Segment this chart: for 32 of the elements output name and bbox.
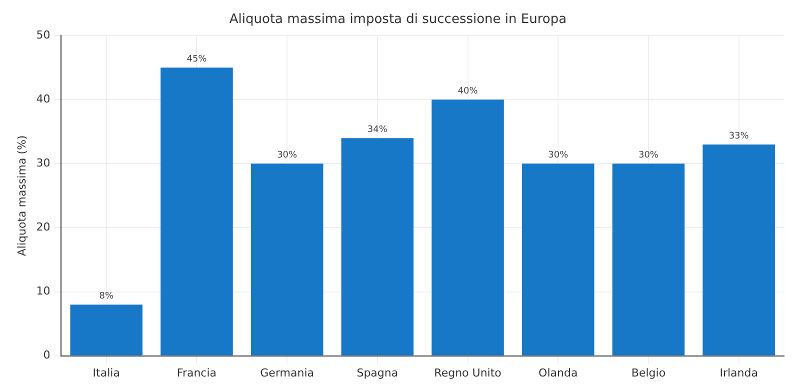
bar: [160, 68, 233, 356]
y-tick-label: 0: [43, 348, 50, 362]
data-label: 30%: [277, 150, 298, 161]
bar: [522, 164, 594, 356]
x-tick-label: Spagna: [356, 366, 398, 380]
y-tick-label: 50: [36, 28, 50, 42]
data-label: 30%: [548, 150, 569, 161]
chart-title: Aliquota massima imposta di successione in Europa: [229, 12, 567, 28]
data-label: 45%: [186, 54, 208, 64]
bar: [250, 164, 324, 356]
data-label: 33%: [728, 131, 750, 142]
data-label: 34%: [367, 124, 388, 135]
x-tick-label: Regno Unito: [434, 366, 502, 380]
y-tick-label: 30: [36, 156, 50, 170]
x-tick-label: Francia: [176, 366, 217, 380]
bar: [612, 164, 685, 356]
y-tick-label: 20: [36, 220, 50, 234]
bar: [341, 138, 414, 356]
y-tick-label: 40: [36, 92, 50, 106]
x-tick-label: Italia: [92, 366, 120, 380]
bar: [432, 100, 504, 356]
x-tick-label: Olanda: [538, 366, 578, 380]
data-label: 8%: [99, 291, 114, 302]
y-axis-title: Aliquota massima (%): [15, 135, 28, 256]
bar: [702, 144, 775, 356]
bar: [70, 304, 143, 356]
x-tick-label: Irlanda: [720, 366, 758, 380]
data-label: 40%: [458, 86, 478, 96]
y-tick-label: 10: [36, 284, 50, 298]
x-tick-label: Belgio: [631, 366, 666, 380]
x-tick-label: Germania: [260, 366, 314, 380]
data-label: 30%: [638, 150, 659, 161]
